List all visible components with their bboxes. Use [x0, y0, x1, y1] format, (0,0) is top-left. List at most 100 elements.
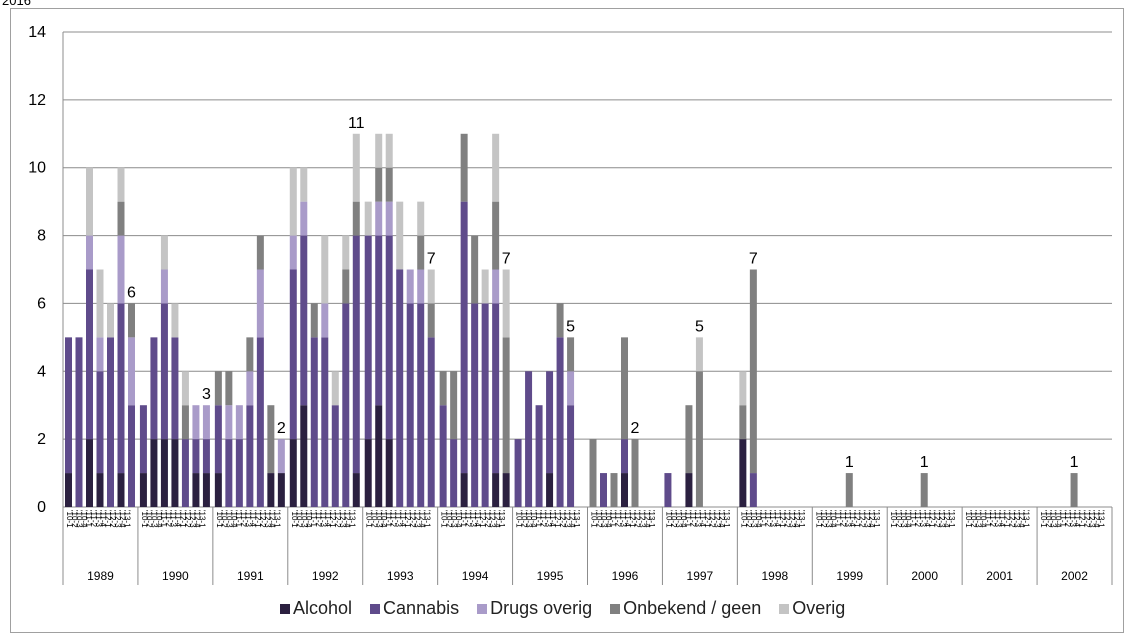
period-tick-label: '10-4 — [379, 510, 388, 528]
bar-segment-alcohol — [685, 473, 693, 507]
bar-segment-drugs-overig — [406, 269, 414, 304]
legend-label: Cannabis — [383, 598, 460, 618]
period-tick-label: '10-3 — [749, 510, 758, 528]
legend-item: Overig — [779, 598, 845, 619]
period-tick-label: '12-3 — [862, 510, 871, 528]
period-tick-label: '11-3 — [319, 510, 328, 527]
period-tick-label: '10-3 — [299, 510, 308, 528]
period-tick-label: '12-3 — [263, 510, 272, 528]
period-tick-label: '10-4 — [529, 510, 538, 528]
period-tick-label: '11-4 — [174, 510, 183, 527]
period-tick-label: '10-4 — [79, 510, 88, 528]
chart-frame — [10, 8, 1124, 633]
bar-segment-cannabis — [128, 405, 135, 507]
period-tick-label: '10-3 — [75, 510, 84, 528]
period-tick-label: '11-4 — [848, 510, 857, 527]
bar-segment-cannabis — [450, 439, 458, 507]
period-tick-label: '10-2 — [295, 510, 304, 528]
period-tick-label: '10-1 — [440, 510, 449, 528]
bar-segment-onbekend-geen — [450, 371, 458, 440]
period-tick-label: '10-4 — [154, 510, 163, 528]
period-tick-label: '12-1 — [1003, 510, 1012, 528]
period-tick-label: '11-3 — [468, 510, 477, 527]
period-tick-label: '10-2 — [444, 510, 453, 528]
period-tick-label: '12-4 — [1092, 510, 1101, 528]
period-tick-label: '10-3 — [374, 510, 383, 528]
bar-segment-cannabis — [375, 235, 383, 406]
period-tick-label: '13-1 — [497, 510, 506, 528]
data-label: 5 — [695, 318, 704, 335]
period-tick-label: '13-1 — [272, 510, 281, 528]
period-tick-label: '10-1 — [964, 510, 973, 528]
bar-segment-alcohol — [202, 473, 210, 507]
bar-segment-cannabis — [749, 473, 757, 507]
bar-segment-overig — [375, 133, 383, 168]
bar-segment-onbekend-geen — [610, 473, 618, 507]
period-tick-label: '12-1 — [403, 510, 412, 528]
period-tick-label: '12-1 — [928, 510, 937, 528]
period-tick-label: '10-2 — [594, 510, 603, 528]
legend-swatch — [370, 603, 381, 614]
period-tick-label: '10-1 — [290, 510, 299, 528]
bar-segment-alcohol — [492, 473, 500, 507]
period-tick-label: '10-1 — [515, 510, 524, 528]
period-tick-label: '12-1 — [703, 510, 712, 528]
period-tick-label: '10-3 — [524, 510, 533, 528]
bar-segment-cannabis — [300, 235, 308, 406]
bar-segment-drugs-overig — [277, 439, 285, 474]
bar-segment-drugs-overig — [492, 269, 500, 304]
bar-segment-cannabis — [385, 235, 393, 440]
period-tick-label: '12-4 — [942, 510, 951, 528]
bar-segment-alcohol — [171, 439, 179, 507]
period-tick-label: '13-1 — [422, 510, 431, 528]
period-tick-label: '10-4 — [979, 510, 988, 528]
period-tick-label: '11-3 — [993, 510, 1002, 527]
period-tick-label: '11-2 — [389, 510, 398, 527]
period-tick-label: '10-3 — [1049, 510, 1058, 528]
bar-segment-onbekend-geen — [502, 337, 510, 474]
period-tick-label: '12-3 — [1012, 510, 1021, 528]
period-tick-label: '11-2 — [838, 510, 847, 527]
period-tick-label: '11-2 — [1063, 510, 1072, 527]
bar-segment-overig — [492, 133, 500, 202]
period-tick-label: '11-1 — [84, 510, 93, 527]
bar-segment-cannabis — [567, 405, 575, 507]
bar-segment-onbekend-geen — [128, 303, 135, 338]
bar-segment-drugs-overig — [96, 337, 104, 372]
legend-label: Overig — [792, 598, 846, 618]
period-tick-label: '13-1 — [1097, 510, 1106, 528]
period-tick-label: '11-1 — [309, 510, 318, 527]
period-tick-label: '13-1 — [947, 510, 956, 528]
bar-segment-cannabis — [65, 337, 72, 474]
legend-label: Drugs overig — [490, 598, 593, 618]
bar-segment-drugs-overig — [256, 269, 264, 338]
bar-segment-cannabis — [600, 473, 607, 507]
period-tick-label: '12-4 — [418, 510, 427, 528]
period-tick-label: '11-2 — [913, 510, 922, 527]
period-tick-label: '12-4 — [792, 510, 801, 528]
bar-segment-cannabis — [160, 303, 168, 440]
bar-segment-cannabis — [150, 337, 158, 440]
bar-segment-cannabis — [514, 439, 522, 507]
period-tick-label: '13-1 — [722, 510, 731, 528]
bar-segment-overig — [107, 303, 114, 338]
bar-segment-alcohol — [267, 473, 275, 507]
period-tick-label: '12-2 — [708, 510, 717, 528]
period-tick-label: '10-1 — [140, 510, 149, 528]
bar-segment-onbekend-geen — [439, 371, 447, 406]
period-tick-label: '11-1 — [908, 510, 917, 527]
bar-segment-cannabis — [664, 473, 672, 507]
bar-segment-overig — [117, 167, 125, 202]
bar-segment-overig — [300, 167, 308, 202]
bar-segment-alcohol — [289, 439, 297, 507]
period-tick-label: '11-3 — [394, 510, 403, 527]
period-tick-label: '11-4 — [998, 510, 1007, 527]
year-label: 1998 — [761, 569, 788, 583]
bar-segment-onbekend-geen — [225, 371, 233, 406]
bar-segment-cannabis — [171, 337, 179, 440]
bar-segment-cannabis — [481, 303, 489, 507]
data-label: 2 — [277, 420, 286, 437]
bar-segment-cannabis — [342, 303, 350, 507]
period-tick-label: '12-1 — [553, 510, 562, 528]
bar-segment-onbekend-geen — [471, 235, 479, 304]
